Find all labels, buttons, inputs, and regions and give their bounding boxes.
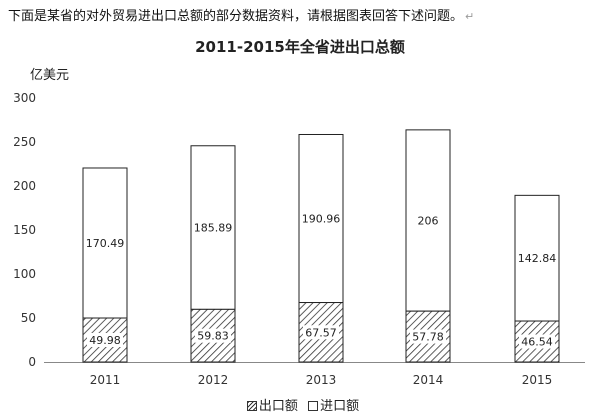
x-axis: 2011 2012 2013 2014 2015 <box>44 362 585 387</box>
x-tick-label: 2014 <box>413 373 444 387</box>
data-label-import-2013: 190.96 <box>302 213 341 226</box>
y-tick-label: 150 <box>13 223 36 237</box>
intro-sentence: 下面是某省的对外贸易进出口总额的部分数据资料，请根据图表回答下述问题。 <box>8 9 464 24</box>
bar-import-2011 <box>82 167 128 319</box>
return-mark-icon: ↵ <box>465 10 475 23</box>
y-tick-label: 50 <box>21 311 36 325</box>
intro-text: 下面是某省的对外贸易进出口总额的部分数据资料，请根据图表回答下述问题。 ↵ <box>8 5 474 24</box>
x-tick-label: 2013 <box>306 373 337 387</box>
legend-label-import: 进口额 <box>320 399 360 414</box>
y-tick-label: 200 <box>13 179 36 193</box>
chart-title: 2011-2015年全省进出口总额 <box>195 38 405 56</box>
data-label-bg-export-2012 <box>195 328 231 343</box>
y-tick-label: 300 <box>13 91 36 105</box>
legend: 出口额 进口额 <box>0 395 600 414</box>
bar-import-2013 <box>298 133 344 304</box>
x-tick-label: 2015 <box>522 373 553 387</box>
data-label-export-2012: 59.83 <box>197 330 229 343</box>
y-tick-label: 250 <box>13 135 36 149</box>
x-tick-label: 2011 <box>90 373 121 387</box>
data-label-import-2012: 185.89 <box>194 222 233 235</box>
bars: 170.49 49.98 185.89 59.83 190.96 67.57 206 57.7… <box>82 129 560 363</box>
legend-swatch-export <box>246 401 257 411</box>
data-label-export-2015: 46.54 <box>521 336 553 349</box>
y-axis: 0 50 100 150 200 250 300 <box>13 91 36 369</box>
legend-label-export: 出口额 <box>258 399 298 414</box>
legend-swatch-import <box>308 401 319 411</box>
data-label-export-2013: 67.57 <box>305 326 337 339</box>
x-tick-label: 2012 <box>198 373 229 387</box>
y-tick-label: 100 <box>13 267 36 281</box>
data-label-import-2011: 170.49 <box>86 237 125 250</box>
data-label-bg-export-2013 <box>303 325 339 340</box>
data-label-bg-export-2015 <box>519 334 555 349</box>
bar-import-2012 <box>190 145 236 310</box>
data-label-import-2014: 206 <box>418 215 439 228</box>
bar-import-2014 <box>405 129 451 312</box>
data-label-export-2014: 57.78 <box>412 331 444 344</box>
y-tick-label: 0 <box>28 355 36 369</box>
y-axis-unit-label: 亿美元 <box>30 68 70 83</box>
data-label-bg-export-2014 <box>410 329 446 344</box>
data-label-export-2011: 49.98 <box>89 334 121 347</box>
bar-import-2015 <box>514 194 560 322</box>
data-label-bg-export-2011 <box>87 333 123 348</box>
data-label-import-2015: 142.84 <box>518 252 557 265</box>
